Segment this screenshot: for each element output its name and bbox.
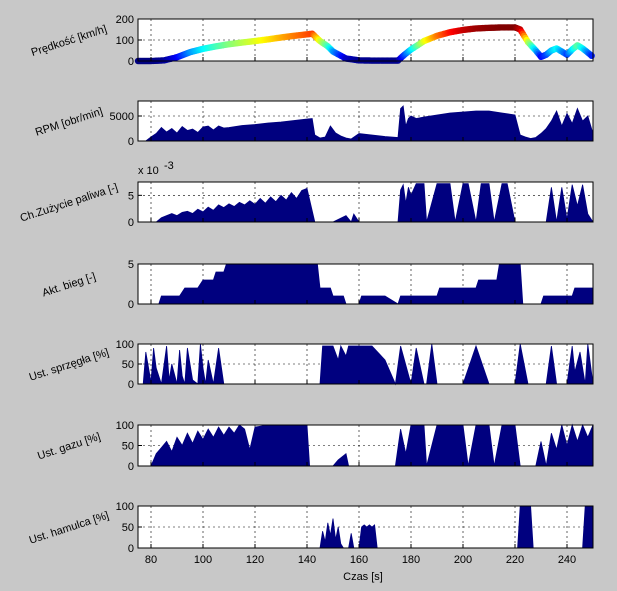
- x-tick-label: 220: [506, 554, 524, 566]
- panel-7: 0 50 100 Ust. hamulca [%] 80 100 120 140 160 180 2…: [28, 501, 594, 566]
- axes-frame: [137, 263, 594, 305]
- y-tick-label: 0: [128, 136, 134, 148]
- panel-4: 0 5 Akt. bieg [-]: [41, 259, 594, 311]
- y-tick-label: 0: [128, 461, 134, 473]
- x-axis-label: Czas [s]: [343, 571, 383, 583]
- axes-frame: [137, 181, 594, 223]
- y-tick-label: 5: [128, 190, 134, 202]
- y-tick-label: 5000: [110, 111, 134, 123]
- panel-5: 0 50 100 Ust. sprzęgła [%]: [28, 339, 594, 391]
- y-tick-label: 100: [116, 420, 134, 432]
- y-axis-label: Ust. sprzęgła [%]: [28, 347, 111, 384]
- x-tick-label: 180: [402, 554, 420, 566]
- y-tick-label: 50: [122, 522, 134, 534]
- y-tick-label: 50: [122, 359, 134, 371]
- panel-3: 0 5 x 10 -3 Ch.Zużycie paliwa [-]: [19, 160, 594, 229]
- y-tick-label: 100: [116, 501, 134, 513]
- y-tick-label: 200: [116, 14, 134, 26]
- y-tick-label: 100: [116, 35, 134, 47]
- y-tick-label: 0: [128, 217, 134, 229]
- y-axis-label: Akt. bieg [-]: [41, 271, 98, 300]
- y-tick-label: 0: [128, 543, 134, 555]
- x-tick-label: 200: [454, 554, 472, 566]
- y-tick-label: 0: [128, 299, 134, 311]
- x-tick-label: 140: [298, 554, 316, 566]
- y-axis-label: Prędkość [km/h]: [30, 23, 109, 59]
- y-tick-label: 0: [128, 56, 134, 68]
- y-axis-label: Ust. gazu [%]: [36, 431, 102, 463]
- panel-2: 0 5000 RPM [obr/min]: [34, 100, 594, 148]
- series-area: [138, 105, 594, 142]
- y-tick-label: 5: [128, 259, 134, 271]
- y-exponent-power: -3: [164, 160, 174, 172]
- panel-1: 0 100 200 Prędkość [km/h]: [30, 14, 595, 68]
- x-tick-label: 160: [350, 554, 368, 566]
- axes-frame: [137, 100, 594, 142]
- speed-point: [588, 52, 595, 59]
- y-exponent-label: x 10: [138, 165, 159, 177]
- x-tick-label: 100: [194, 554, 212, 566]
- y-axis-label: Ust. hamulca [%]: [28, 510, 111, 547]
- y-axis-label: Ch.Zużycie paliwa [-]: [19, 182, 120, 225]
- y-tick-label: 50: [122, 441, 134, 453]
- panel-6: 0 50 100 Ust. gazu [%]: [36, 420, 594, 473]
- y-tick-label: 0: [128, 379, 134, 391]
- x-tick-label: 80: [145, 554, 157, 566]
- x-tick-label: 120: [246, 554, 264, 566]
- y-axis-label: RPM [obr/min]: [34, 106, 105, 139]
- x-tick-label: 240: [558, 554, 576, 566]
- y-tick-label: 100: [116, 339, 134, 351]
